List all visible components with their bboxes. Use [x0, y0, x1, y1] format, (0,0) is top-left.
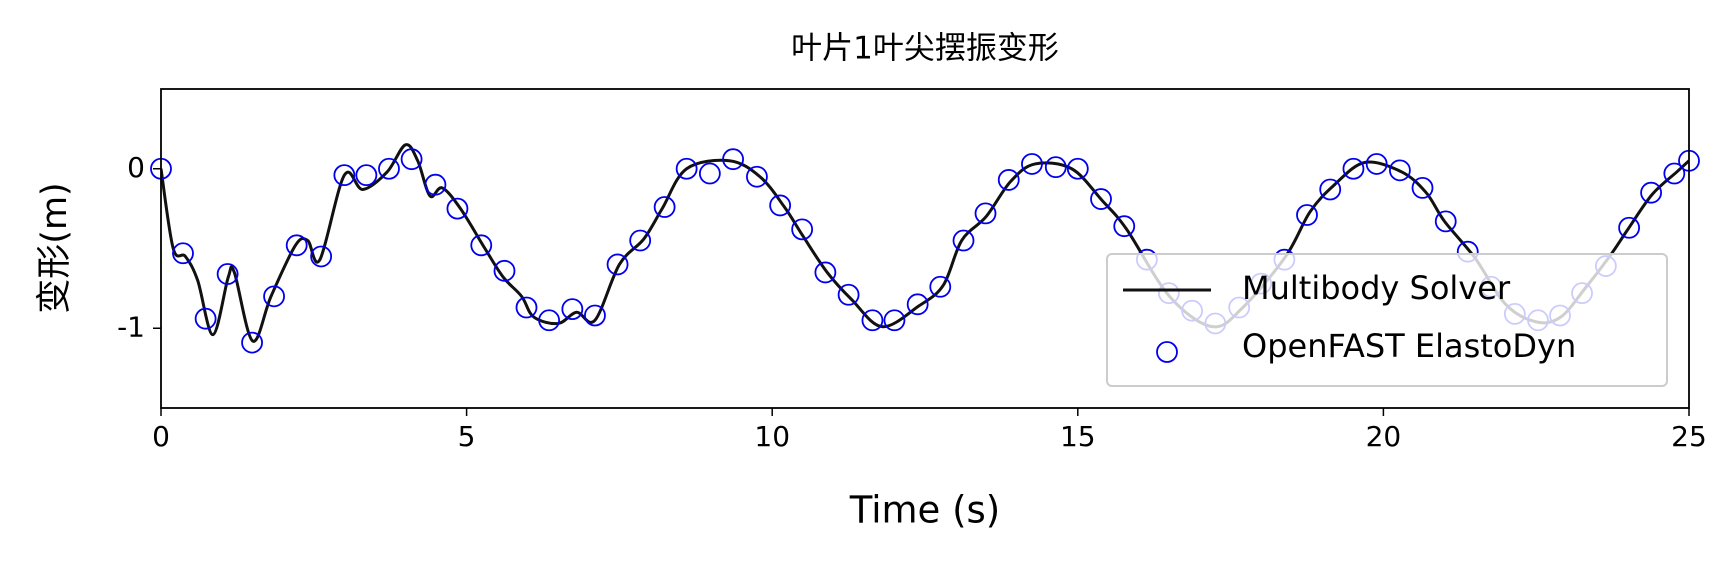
y-axis-label: 变形(m): [35, 182, 75, 313]
scatter-point: [1296, 204, 1318, 226]
chart-title: 叶片1叶尖摆振变形: [791, 31, 1059, 67]
scatter-point: [952, 229, 975, 252]
x-tick-label: 10: [754, 420, 790, 453]
scatter-point: [470, 234, 493, 257]
scatter-point: [1066, 157, 1089, 180]
scatter-point: [929, 275, 952, 298]
scatter-point: [333, 164, 356, 187]
scatter-point: [378, 157, 400, 180]
scatter-point: [906, 293, 929, 316]
scatter-point: [1389, 159, 1411, 182]
scatter-point: [285, 234, 308, 257]
scatter-point: [974, 202, 997, 225]
scatter-point: [769, 194, 792, 217]
scatter-point: [493, 259, 516, 282]
legend-marker: [1156, 341, 1178, 363]
scatter-point: [653, 196, 676, 218]
scatter-point: [538, 309, 561, 332]
scatter-point: [1090, 188, 1112, 210]
scatter-point: [1411, 176, 1434, 199]
scatter-point: [629, 229, 652, 252]
scatter-point: [1434, 210, 1457, 233]
series-line: [161, 143, 1689, 343]
scatter-point: [172, 242, 194, 265]
scatter-point: [561, 298, 584, 321]
legend-box: [1106, 253, 1668, 387]
scatter-point: [241, 331, 263, 354]
scatter-point: [997, 169, 1020, 191]
scatter-point: [1113, 215, 1136, 238]
scatter-point: [584, 304, 606, 327]
x-tick-label: 0: [152, 420, 170, 453]
scatter-point: [883, 309, 906, 332]
scatter-point: [1640, 181, 1663, 204]
scatter-point: [310, 245, 333, 268]
scatter-point: [1342, 157, 1365, 180]
scatter-point: [194, 307, 217, 330]
scatter-point: [861, 309, 884, 332]
scatter-point: [515, 296, 538, 319]
x-tick-label: 5: [458, 420, 476, 453]
scatter-point: [675, 157, 698, 180]
scatter-point: [446, 197, 469, 220]
x-tick-label: 25: [1671, 420, 1707, 453]
scatter-point: [698, 162, 721, 185]
scatter-point: [791, 218, 814, 241]
scatter-point: [814, 261, 837, 284]
scatter-point: [424, 173, 447, 196]
scatter-point: [722, 148, 744, 171]
scatter-point: [746, 165, 768, 188]
scatter-point: [837, 283, 860, 306]
scatter-point: [1021, 153, 1043, 175]
scatter-point: [1618, 216, 1641, 239]
scatter-point: [1319, 178, 1342, 201]
x-axis-label: Time (s): [849, 489, 1000, 532]
y-tick-label: -1: [117, 310, 145, 343]
scatter-point: [216, 263, 239, 285]
y-tick-label: 0: [127, 151, 145, 184]
scatter-point: [400, 148, 423, 171]
legend-label: Multibody Solver: [1242, 269, 1511, 307]
scatter-point: [1044, 156, 1067, 179]
x-tick-label: 15: [1060, 420, 1096, 453]
scatter-point: [263, 285, 285, 308]
scatter-point: [355, 164, 378, 187]
legend-label: OpenFAST ElastoDyn: [1242, 327, 1576, 365]
x-tick-label: 20: [1366, 420, 1402, 453]
scatter-point: [1365, 153, 1388, 175]
scatter-point: [1663, 162, 1686, 185]
scatter-point: [606, 253, 629, 276]
plot-frame: [160, 88, 1690, 409]
